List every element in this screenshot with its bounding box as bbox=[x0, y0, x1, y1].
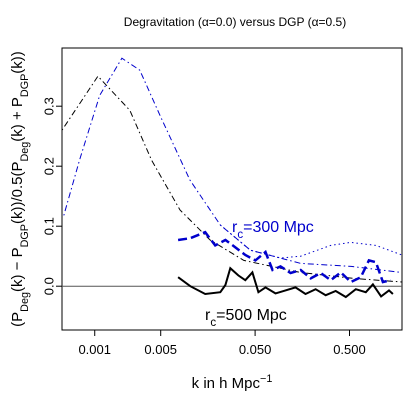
y-tick-label: 0.1 bbox=[41, 217, 56, 235]
y-tick-label: 0.0 bbox=[41, 277, 56, 295]
subscript: Deg bbox=[19, 142, 31, 162]
text-part: (k) + P bbox=[9, 97, 26, 142]
series-line bbox=[63, 57, 401, 273]
annotation: rc=300 Mpc bbox=[232, 219, 314, 241]
subscript: Deg bbox=[19, 292, 31, 312]
x-axis-label: k in h Mpc−1 bbox=[192, 373, 273, 392]
subscript: c bbox=[210, 317, 216, 329]
subscript: c bbox=[237, 229, 243, 241]
x-tick-label: 0.005 bbox=[144, 342, 177, 357]
y-tick-label: 0.2 bbox=[41, 157, 56, 175]
x-tick-label: 0.050 bbox=[239, 342, 272, 357]
series-line bbox=[177, 230, 392, 284]
superscript: −1 bbox=[260, 373, 272, 385]
text-part: =500 Mpc bbox=[216, 307, 287, 324]
y-axis-label: (PDeg(k) − PDGP(k))/0.5(PDeg(k) + PDGP(k… bbox=[9, 51, 31, 327]
text-part: r bbox=[205, 307, 211, 324]
x-tick-label: 0.500 bbox=[333, 342, 366, 357]
series-line bbox=[177, 266, 394, 299]
annotation: rc=500 Mpc bbox=[205, 307, 287, 329]
text-part: (P bbox=[9, 312, 26, 327]
subscript: DGP bbox=[19, 74, 31, 97]
text-part: (k))/0.5(P bbox=[9, 161, 26, 224]
text-part: k in h Mpc bbox=[192, 375, 261, 392]
chart-title: Degravitation (α=0.0) versus DGP (α=0.5) bbox=[124, 15, 346, 29]
text-part: (k) − P bbox=[9, 247, 26, 292]
subscript: DGP bbox=[19, 224, 31, 247]
text-part: (k)) bbox=[9, 51, 26, 74]
text-part: r bbox=[232, 219, 238, 236]
x-tick-label: 0.001 bbox=[78, 342, 111, 357]
text-part: =300 Mpc bbox=[243, 219, 314, 236]
plot-frame bbox=[61, 47, 403, 331]
series-line bbox=[61, 75, 403, 283]
y-tick-label: 0.3 bbox=[41, 97, 56, 115]
